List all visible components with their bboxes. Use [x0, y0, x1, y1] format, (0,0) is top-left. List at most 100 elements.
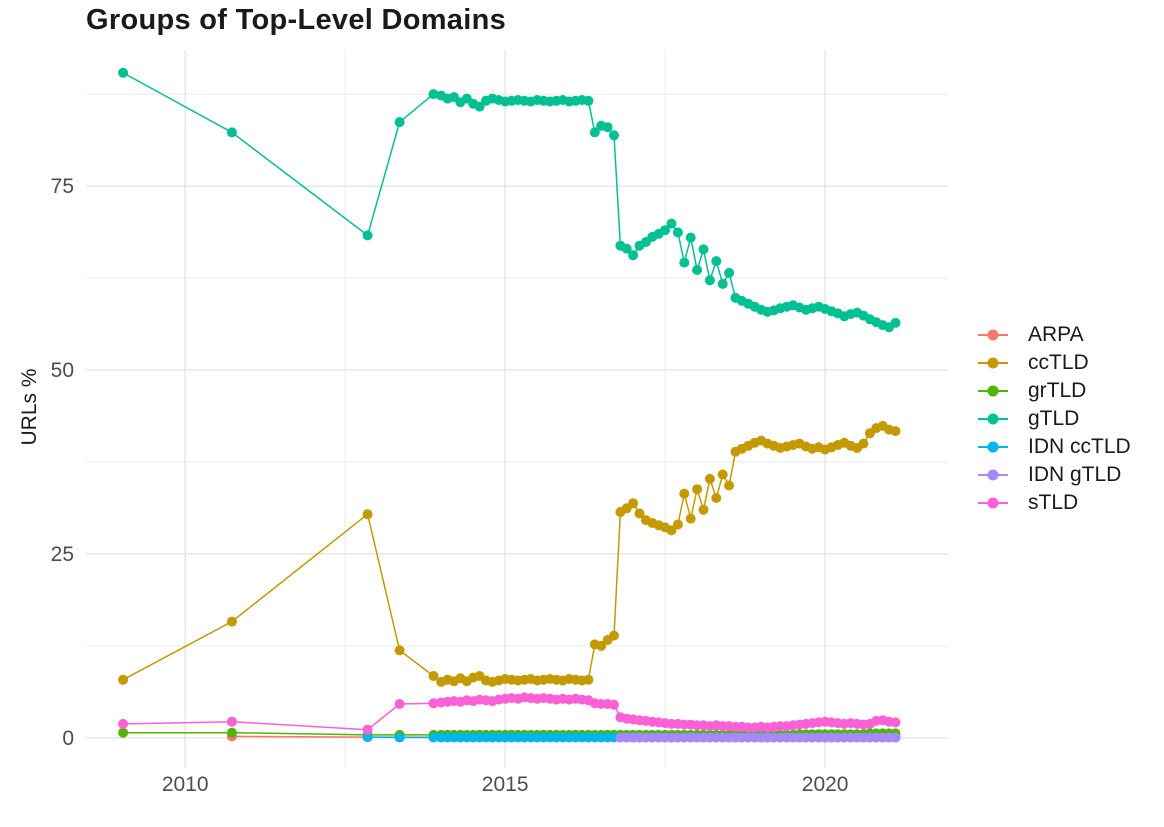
legend-key-dot	[987, 413, 999, 425]
legend-key-icon	[978, 357, 1008, 369]
data-point-cctld	[858, 438, 869, 449]
data-point-gtld	[628, 250, 639, 261]
legend-label: gTLD	[1028, 407, 1080, 430]
data-point-cctld	[596, 640, 607, 651]
data-point-cctld	[711, 493, 722, 503]
legend-item-cctld: ccTLD	[978, 349, 1131, 377]
data-point-cctld	[692, 484, 703, 495]
x-tick-label: 2020	[802, 773, 849, 796]
data-point-gtld	[672, 227, 683, 238]
data-point-cctld	[890, 426, 901, 437]
data-point-gtld	[890, 317, 901, 328]
legend-key-dot	[987, 441, 999, 453]
data-point-cctld	[583, 674, 594, 685]
legend-label: IDN ccTLD	[1028, 435, 1131, 458]
data-point-gtld	[394, 117, 405, 128]
data-point-gtld	[589, 127, 600, 138]
data-point-grtld	[226, 727, 237, 738]
data-point-gtld	[666, 218, 677, 229]
data-point-stld	[890, 717, 901, 728]
data-point-gtld	[679, 257, 690, 268]
legend-label: sTLD	[1028, 491, 1079, 514]
data-point-idn-gtld	[890, 732, 901, 743]
data-point-gtld	[704, 275, 715, 286]
legend-key-dot	[987, 469, 999, 481]
y-tick-label: 25	[51, 543, 74, 566]
data-point-gtld	[118, 67, 129, 78]
series-line-gtld	[122, 72, 896, 329]
legend-label: grTLD	[1028, 379, 1087, 402]
legend-item-idn-cctld: IDN ccTLD	[978, 433, 1131, 461]
data-point-cctld	[666, 525, 677, 536]
y-tick-label: 0	[62, 727, 74, 750]
data-point-cctld	[679, 488, 690, 499]
legend-key-dot	[987, 329, 999, 341]
data-point-cctld	[698, 504, 709, 515]
legend-label: ARPA	[1028, 323, 1084, 346]
chart-title: Groups of Top-Level Domains	[86, 4, 507, 36]
data-point-stld	[226, 716, 237, 727]
legend-key-icon	[978, 497, 1008, 509]
data-point-gtld	[717, 278, 728, 289]
data-point-gtld	[609, 130, 619, 141]
legend-item-arpa: ARPA	[978, 321, 1131, 349]
data-point-gtld	[621, 243, 632, 254]
legend-item-stld: sTLD	[978, 489, 1131, 517]
data-point-cctld	[628, 498, 639, 509]
data-point-gtld	[474, 101, 485, 112]
legend-item-gtld: gTLD	[978, 405, 1131, 433]
y-tick-label: 50	[51, 359, 74, 382]
data-point-gtld	[724, 267, 735, 278]
x-tick-label: 2015	[482, 773, 529, 796]
data-point-gtld	[692, 265, 703, 275]
data-point-grtld	[118, 727, 129, 738]
data-point-gtld	[583, 95, 594, 106]
data-point-cctld	[724, 480, 735, 491]
data-point-cctld	[717, 469, 728, 480]
data-point-cctld	[634, 508, 645, 519]
legend-key-icon	[978, 469, 1008, 481]
data-point-cctld	[226, 616, 237, 627]
data-point-gtld	[428, 89, 439, 100]
data-point-stld	[362, 724, 373, 735]
legend-key-icon	[978, 413, 1008, 425]
data-point-stld	[428, 698, 439, 709]
legend-key-icon	[978, 441, 1008, 453]
data-point-gtld	[362, 230, 373, 241]
data-point-stld	[118, 718, 129, 729]
data-point-gtld	[698, 244, 709, 255]
y-tick-label: 75	[51, 175, 74, 198]
y-axis-title: URLs %	[18, 368, 41, 446]
x-tick-label: 2010	[162, 773, 209, 796]
data-point-gtld	[226, 127, 237, 138]
legend-item-grtld: grTLD	[978, 377, 1131, 405]
data-point-gtld	[711, 256, 722, 267]
legend-key-dot	[987, 497, 999, 509]
data-point-stld	[609, 699, 619, 710]
data-point-stld	[394, 699, 405, 709]
legend-item-idn-gtld: IDN gTLD	[978, 461, 1131, 489]
legend-key-dot	[987, 385, 999, 397]
data-point-idn-cctld	[428, 732, 439, 743]
data-point-cctld	[394, 645, 405, 656]
data-point-gtld	[685, 232, 696, 243]
data-point-cctld	[672, 519, 683, 530]
data-point-cctld	[362, 509, 373, 520]
legend-key-icon	[978, 329, 1008, 341]
data-point-cctld	[704, 473, 715, 484]
data-point-cctld	[609, 630, 619, 641]
data-point-cctld	[685, 513, 696, 524]
legend-key-dot	[987, 357, 999, 369]
legend-key-icon	[978, 385, 1008, 397]
data-point-gtld	[660, 225, 671, 236]
data-point-cctld	[428, 671, 439, 681]
legend-label: ccTLD	[1028, 351, 1089, 374]
legend-label: IDN gTLD	[1028, 463, 1122, 486]
data-point-gtld	[602, 122, 613, 133]
data-point-cctld	[118, 674, 129, 685]
data-point-idn-cctld	[394, 732, 405, 743]
legend: ARPA ccTLD grTLD gTLD IDN ccTLD IDN gTLD sTLD	[978, 321, 1131, 517]
data-point-idn-cctld	[362, 732, 373, 743]
